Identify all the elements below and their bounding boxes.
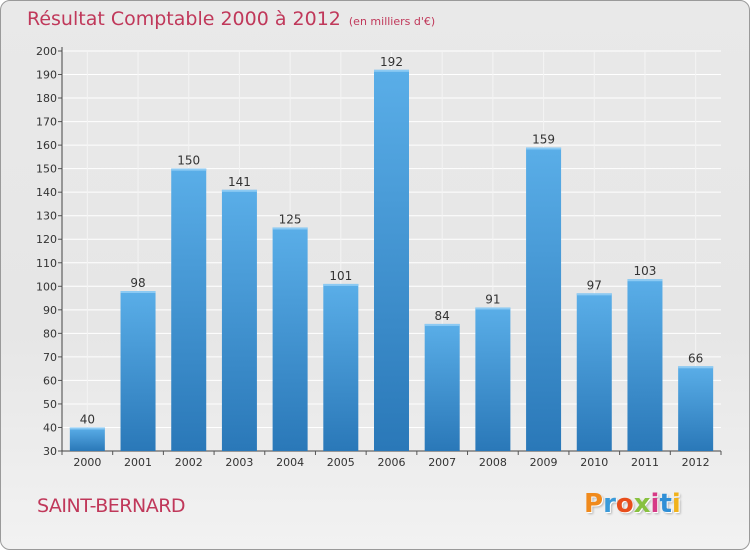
bar-value-label: 125 [279, 212, 302, 226]
y-tick-label: 130 [36, 210, 57, 223]
proxiti-logo: Proxiti [584, 489, 681, 519]
chart-title: Résultat Comptable 2000 à 2012 (en millie… [27, 8, 436, 30]
bar-top-highlight [171, 168, 207, 171]
x-tick-label: 2001 [124, 456, 152, 469]
bar-value-label: 192 [380, 55, 403, 69]
bar-value-label: 150 [177, 154, 200, 168]
y-tick-label: 190 [36, 69, 57, 82]
y-tick-label: 140 [36, 186, 57, 199]
x-tick-label: 2010 [580, 456, 608, 469]
bar-2006 [374, 69, 409, 451]
x-tick-label: 2003 [225, 456, 253, 469]
x-tick-label: 2005 [327, 456, 355, 469]
bar-top-highlight [475, 307, 511, 310]
logo-letter: i [671, 489, 681, 519]
bar-value-label: 141 [228, 175, 251, 189]
bar-top-highlight [627, 279, 663, 282]
chart-subtitle: (en milliers d'€) [348, 15, 436, 28]
x-tick-label: 2012 [682, 456, 710, 469]
bar-2004 [272, 227, 308, 451]
bar-value-label: 103 [634, 264, 657, 278]
y-tick-label: 100 [36, 280, 57, 293]
y-tick-label: 90 [43, 304, 57, 317]
bar-top-highlight [69, 427, 105, 430]
bar-value-label: 40 [80, 412, 95, 426]
y-tick-label: 40 [43, 421, 57, 434]
x-tick-label: 2008 [479, 456, 507, 469]
bar-top-highlight [424, 323, 460, 326]
bar-value-label: 98 [130, 276, 145, 290]
y-tick-label: 150 [36, 163, 57, 176]
logo-letter: i [650, 489, 660, 519]
bar-top-highlight [323, 283, 359, 286]
x-tick-label: 2009 [530, 456, 558, 469]
x-tick-label: 2002 [175, 456, 203, 469]
y-tick-label: 70 [43, 351, 57, 364]
bar-value-label: 101 [329, 269, 352, 283]
bar-top-highlight [221, 189, 257, 192]
bar-2001 [120, 291, 156, 451]
bar-2008 [475, 307, 511, 451]
city-name: SAINT-BERNARD [37, 495, 186, 517]
bar-2007 [424, 323, 460, 451]
bar-value-label: 97 [587, 278, 602, 292]
y-tick-label: 170 [36, 116, 57, 129]
bar-top-highlight [678, 366, 714, 369]
x-tick-label: 2007 [428, 456, 456, 469]
bar-top-highlight [576, 293, 612, 296]
y-tick-label: 30 [43, 445, 57, 458]
bar-2011 [627, 279, 663, 451]
bar-2002 [171, 168, 207, 451]
bar-value-label: 91 [485, 292, 500, 306]
logo-letter: t [659, 489, 672, 519]
logo-letter: P [584, 489, 604, 519]
y-tick-label: 180 [36, 92, 57, 105]
y-tick-label: 120 [36, 233, 57, 246]
x-tick-label: 2011 [631, 456, 659, 469]
y-tick-label: 50 [43, 398, 57, 411]
bar-top-highlight [374, 69, 409, 72]
x-tick-label: 2004 [276, 456, 304, 469]
y-tick-label: 160 [36, 139, 57, 152]
bar-top-highlight [120, 291, 156, 293]
bar-2012 [678, 366, 714, 451]
y-tick-label: 110 [36, 257, 57, 270]
bar-2009 [526, 147, 562, 451]
x-tick-label: 2000 [73, 456, 101, 469]
bar-layer: 40 98 150 141 125 101 192 84 91 159 97 103 66 [69, 55, 714, 451]
bar-value-label: 159 [532, 132, 555, 146]
logo-letter: o [615, 489, 634, 519]
logo-letter: r [603, 489, 616, 519]
bar-2003 [221, 189, 257, 451]
bar-2005 [323, 283, 359, 451]
logo-letter: x [633, 489, 651, 519]
y-tick-label: 60 [43, 374, 57, 387]
x-tick-label: 2006 [378, 456, 406, 469]
bar-value-label: 84 [435, 309, 450, 323]
bar-top-highlight [526, 147, 562, 150]
bar-top-highlight [272, 227, 308, 230]
y-tick-label: 80 [43, 327, 57, 340]
y-tick-label: 200 [36, 45, 57, 58]
bar-value-label: 66 [688, 351, 703, 365]
bar-2000 [69, 427, 105, 451]
bar-2010 [576, 293, 612, 451]
